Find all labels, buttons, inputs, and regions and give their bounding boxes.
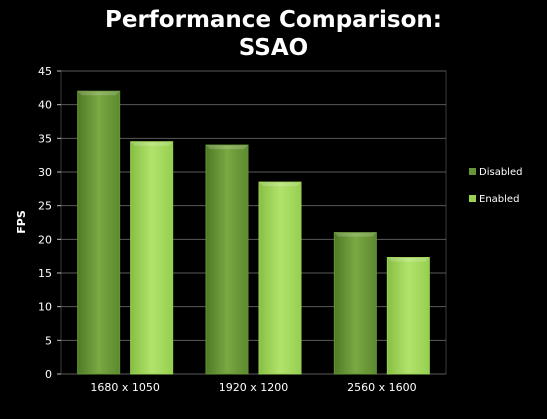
bar bbox=[205, 144, 249, 375]
bar-bevel bbox=[130, 141, 173, 146]
chart-title-line-2: SSAO bbox=[238, 35, 309, 61]
bar-enabled-1 bbox=[130, 141, 174, 375]
x-tick-label: 1920 x 1200 bbox=[219, 381, 289, 394]
bar bbox=[258, 181, 302, 375]
bar-bevel bbox=[334, 232, 377, 237]
bars bbox=[77, 90, 430, 375]
y-axis-label: FPS bbox=[15, 210, 28, 234]
bar bbox=[130, 141, 174, 375]
legend: Disabled Enabled bbox=[469, 167, 522, 205]
bar bbox=[333, 232, 377, 375]
x-tick-label: 1680 x 1050 bbox=[90, 381, 160, 394]
gridlines bbox=[61, 70, 446, 375]
legend-swatch-disabled bbox=[469, 168, 476, 175]
x-tick-label: 2560 x 1600 bbox=[347, 381, 417, 394]
y-tick-label: 30 bbox=[38, 166, 52, 179]
bar bbox=[77, 90, 121, 375]
legend-label-enabled: Enabled bbox=[479, 194, 519, 205]
y-tick-label: 45 bbox=[38, 65, 52, 78]
y-tick-label: 25 bbox=[38, 200, 52, 213]
y-axis-ticks: 0 5 10 15 20 25 30 35 40 45 bbox=[38, 65, 61, 381]
bar-enabled-3 bbox=[386, 257, 430, 375]
y-tick-label: 40 bbox=[38, 99, 52, 112]
bar-disabled-3 bbox=[333, 232, 377, 375]
bar-disabled-1 bbox=[77, 90, 121, 375]
bar bbox=[386, 257, 430, 375]
legend-label-disabled: Disabled bbox=[479, 167, 522, 178]
bar-bevel bbox=[387, 257, 430, 262]
bar-disabled-2 bbox=[205, 144, 249, 375]
y-tick-label: 35 bbox=[38, 132, 52, 145]
bar-bevel bbox=[259, 182, 301, 187]
y-tick-label: 15 bbox=[38, 267, 52, 280]
bar-bevel bbox=[206, 145, 248, 150]
y-tick-label: 0 bbox=[45, 368, 52, 381]
y-tick-label: 10 bbox=[38, 301, 52, 314]
chart-title-line-1: Performance Comparison: bbox=[105, 7, 442, 33]
y-tick-label: 5 bbox=[45, 334, 52, 347]
x-axis-ticks: 1680 x 1050 1920 x 1200 2560 x 1600 bbox=[90, 381, 416, 394]
bar-bevel bbox=[77, 91, 120, 96]
y-tick-label: 20 bbox=[38, 233, 52, 246]
legend-swatch-enabled bbox=[469, 195, 476, 202]
chart-title: Performance Comparison: SSAO bbox=[0, 6, 547, 62]
bar-enabled-2 bbox=[258, 181, 302, 375]
